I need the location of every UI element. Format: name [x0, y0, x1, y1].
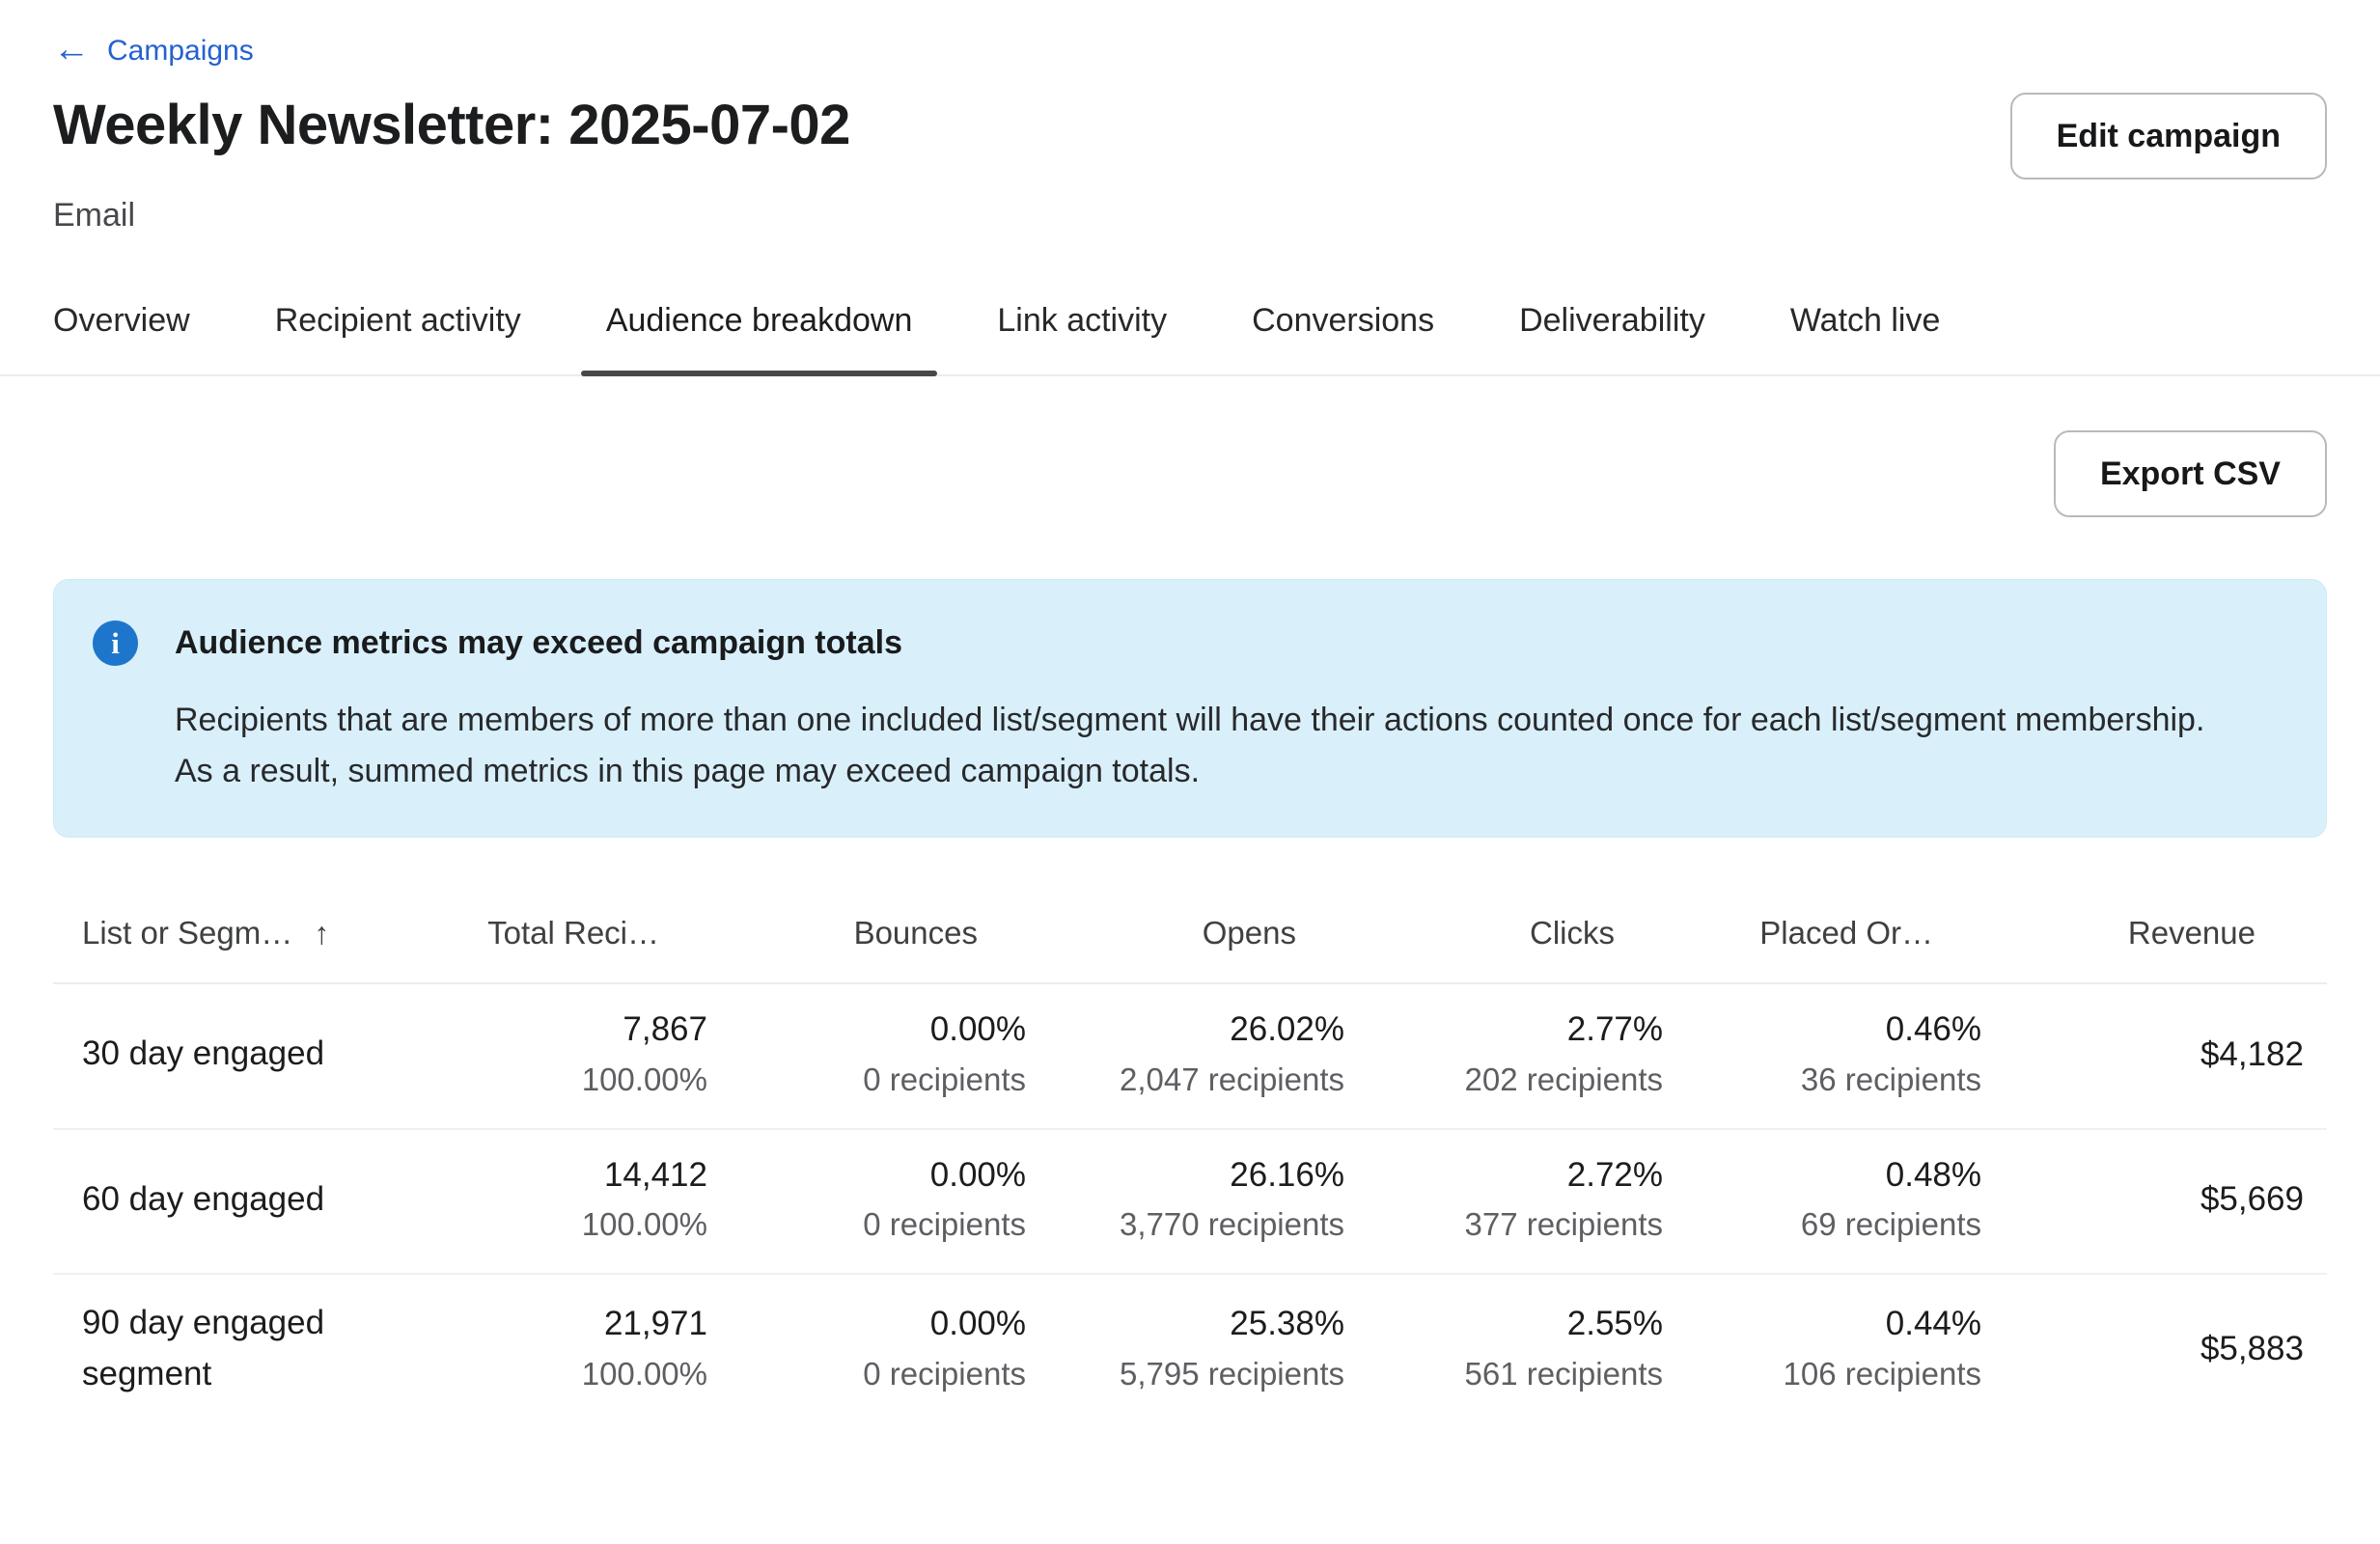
back-row: ← Campaigns	[53, 0, 2327, 69]
cell-clicks: 2.77% 202 recipients	[1344, 983, 1663, 1130]
back-arrow-icon: ←	[53, 29, 90, 69]
column-header-opens[interactable]: Opens	[1026, 894, 1344, 985]
cell-revenue: $4,182	[1981, 983, 2327, 1130]
tab-audience-breakdown[interactable]: Audience breakdown	[580, 277, 938, 376]
back-to-campaigns-link[interactable]: ← Campaigns	[53, 29, 254, 69]
info-banner-content: Audience metrics may exceed campaign tot…	[175, 620, 2204, 796]
cell-segment-name: 30 day engaged	[53, 983, 389, 1130]
table-toolbar: Export CSV	[53, 430, 2327, 517]
campaign-report-page: ← Campaigns Weekly Newsletter: 2025-07-0…	[0, 0, 2380, 1426]
table-row: 90 day engaged segment 21,971 100.00% 0.…	[53, 1274, 2327, 1426]
tab-overview[interactable]: Overview	[53, 302, 190, 339]
tab-link-activity[interactable]: Link activity	[997, 302, 1168, 339]
table-row: 60 day engaged 14,412 100.00% 0.00% 0 re…	[53, 1128, 2327, 1276]
cell-clicks: 2.55% 561 recipients	[1464, 1305, 1663, 1392]
column-header-placed-order[interactable]: Placed Or…	[1663, 894, 1981, 985]
sort-ascending-icon: ↑	[314, 916, 330, 951]
cell-placed-order: 0.46% 36 recipients	[1663, 983, 1981, 1130]
tab-deliverability[interactable]: Deliverability	[1519, 302, 1705, 339]
tab-recipient-activity[interactable]: Recipient activity	[274, 302, 521, 339]
column-header-bounces[interactable]: Bounces	[707, 894, 1026, 985]
cell-clicks: 2.72% 377 recipients	[1344, 1128, 1663, 1276]
info-banner-line-2: As a result, summed metrics in this page…	[175, 752, 1201, 789]
tab-watch-live[interactable]: Watch live	[1789, 302, 1941, 339]
page-title: Weekly Newsletter: 2025-07-02	[53, 94, 850, 156]
info-banner-body: Recipients that are members of more than…	[175, 695, 2204, 796]
cell-segment-name: 90 day engaged segment	[82, 1304, 325, 1392]
export-csv-button[interactable]: Export CSV	[2053, 430, 2327, 517]
info-banner: i Audience metrics may exceed campaign t…	[53, 579, 2327, 839]
table-row: 30 day engaged 7,867 100.00% 0.00% 0 rec…	[53, 983, 2327, 1130]
tab-conversions[interactable]: Conversions	[1252, 302, 1435, 339]
column-header-total-recipients[interactable]: Total Reci…	[389, 894, 707, 985]
cell-revenue: $5,883	[2200, 1329, 2304, 1367]
column-header-revenue[interactable]: Revenue	[1981, 894, 2327, 985]
cell-total-recipients: 7,867 100.00%	[389, 983, 707, 1130]
info-icon: i	[93, 620, 138, 666]
edit-campaign-button[interactable]: Edit campaign	[2009, 93, 2327, 179]
cell-opens: 25.38% 5,795 recipients	[1120, 1305, 1344, 1392]
info-banner-line-1: Recipients that are members of more than…	[175, 702, 2205, 738]
cell-placed-order: 0.44% 106 recipients	[1783, 1305, 1981, 1392]
cell-opens: 26.16% 3,770 recipients	[1026, 1128, 1344, 1276]
table-header-row: List or Segm… ↑ Total Reci… Bounces Opens…	[53, 894, 2327, 985]
audience-breakdown-table: List or Segm… ↑ Total Reci… Bounces Opens…	[53, 894, 2327, 1426]
cell-placed-order: 0.48% 69 recipients	[1663, 1128, 1981, 1276]
campaign-channel-label: Email	[53, 197, 136, 234]
cell-bounces: 0.00% 0 recipients	[707, 1128, 1026, 1276]
header-row: Weekly Newsletter: 2025-07-02 Edit campa…	[53, 93, 2327, 179]
cell-segment-name: 60 day engaged	[53, 1128, 389, 1276]
cell-bounces: 0.00% 0 recipients	[863, 1305, 1026, 1392]
cell-bounces: 0.00% 0 recipients	[707, 983, 1026, 1130]
cell-opens: 26.02% 2,047 recipients	[1026, 983, 1344, 1130]
cell-revenue: $5,669	[1981, 1128, 2327, 1276]
cell-total-recipients: 14,412 100.00%	[389, 1128, 707, 1276]
info-banner-title: Audience metrics may exceed campaign tot…	[175, 624, 902, 661]
report-tabbar: Overview Recipient activity Audience bre…	[0, 277, 2380, 376]
column-header-list-or-segment[interactable]: List or Segm… ↑	[53, 894, 389, 985]
column-header-clicks[interactable]: Clicks	[1344, 894, 1663, 985]
back-link-label: Campaigns	[107, 35, 254, 67]
cell-total-recipients: 21,971 100.00%	[581, 1305, 707, 1392]
